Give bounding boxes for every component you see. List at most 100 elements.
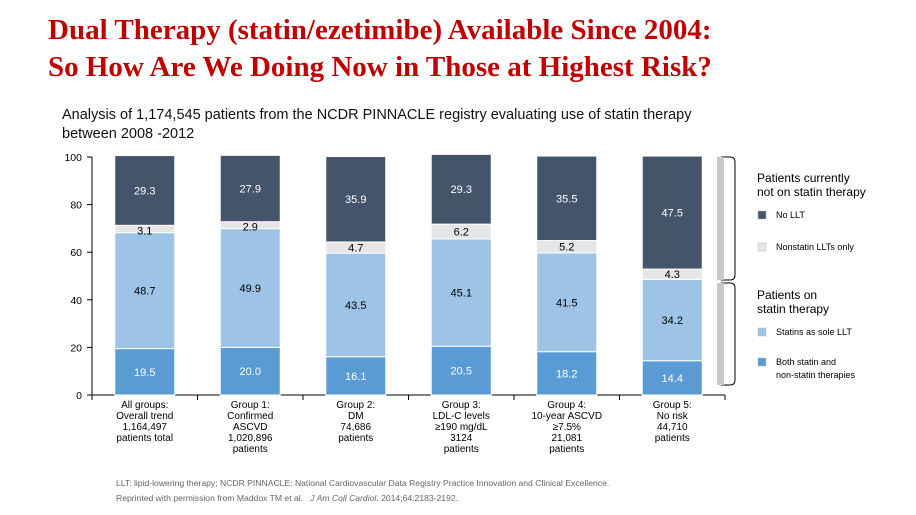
data-label: 34.2 <box>662 315 683 327</box>
footnote-citation-suffix: . 2014;64:2183-2192. <box>376 493 459 503</box>
bar-segment-statin_sole <box>641 278 703 362</box>
data-label: 49.9 <box>240 283 261 295</box>
category-label: patients <box>233 444 268 455</box>
bar-segment-no_llt <box>536 155 598 242</box>
category-label: Group 1: <box>231 400 270 411</box>
category-label: 10-year ASCVD <box>531 411 602 422</box>
bar-segment-both <box>641 360 703 396</box>
footnote-journal: J Am Coll Cardiol <box>310 493 377 503</box>
category-label: All groups: <box>121 400 168 411</box>
category-label: patients <box>338 433 373 444</box>
legend-group-heading: Patients on <box>757 288 817 302</box>
footnote-line-1: LLT: lipid-lowering therapy; NCDR PINNAC… <box>116 478 610 488</box>
legend-label: Nonstatin LLTs only <box>776 242 854 252</box>
category-label: patients total <box>116 433 173 444</box>
category-label: ASCVD <box>233 422 267 433</box>
bar-segment-statin_sole <box>430 238 492 347</box>
data-label: 19.5 <box>134 367 155 379</box>
category-label: Group 2: <box>336 400 375 411</box>
slide-title: Dual Therapy (statin/ezetimibe) Availabl… <box>48 12 908 86</box>
y-tick-label: 40 <box>70 295 82 307</box>
category-label: Group 4: <box>547 400 586 411</box>
bracket-outline <box>721 282 736 386</box>
bar-segment-statin_sole <box>219 228 281 348</box>
data-label: 35.5 <box>556 193 577 205</box>
bar-segment-no_llt <box>114 155 176 226</box>
category-label: Overall trend <box>116 411 173 422</box>
category-label: patients <box>549 444 584 455</box>
bracket-outline <box>721 156 736 281</box>
category-label: Confirmed <box>227 411 273 422</box>
y-tick-label: 80 <box>70 200 82 212</box>
legend-label: No LLT <box>776 210 805 220</box>
data-label: 4.7 <box>348 243 363 255</box>
legend-label: Both statin and <box>776 357 836 367</box>
category-label: 74,686 <box>340 422 371 433</box>
data-label: 27.9 <box>240 184 261 196</box>
bar-segment-statin_sole <box>114 232 176 350</box>
data-label: 14.4 <box>662 373 683 385</box>
bracket-not-on-statin <box>717 157 724 280</box>
legend-swatch-nonstatin_only <box>757 242 767 252</box>
data-label: 16.1 <box>345 371 366 383</box>
bar-segment-both <box>114 348 176 396</box>
category-label: No risk <box>657 411 689 422</box>
data-label: 2.9 <box>243 222 258 234</box>
category-label: Group 3: <box>442 400 481 411</box>
data-label: 4.3 <box>665 269 680 281</box>
y-tick-label: 20 <box>70 342 82 354</box>
footnote: LLT: lipid-lowering therapy; NCDR PINNAC… <box>116 476 816 506</box>
legend-group-heading: Patients currently <box>757 171 850 185</box>
chart-description: Analysis of 1,174,545 patients from the … <box>62 106 822 144</box>
legend-group-heading: not on statin therapy <box>757 185 866 199</box>
category-label: LDL-C levels <box>433 411 490 422</box>
title-line-2: So How Are We Doing Now in Those at High… <box>48 51 712 83</box>
data-label: 35.9 <box>345 194 366 206</box>
title-line-1: Dual Therapy (statin/ezetimibe) Availabl… <box>48 14 712 46</box>
bracket-on-statin <box>717 283 724 385</box>
data-label: 41.5 <box>556 297 577 309</box>
category-label: ≥190 mg/dL <box>435 422 488 433</box>
footnote-citation: Reprinted with permission from Maddox TM… <box>116 493 304 503</box>
data-label: 29.3 <box>451 184 472 196</box>
data-label: 43.5 <box>345 300 366 312</box>
data-label: 18.2 <box>556 368 577 380</box>
y-tick-label: 100 <box>64 152 82 164</box>
y-tick-label: 0 <box>76 390 82 402</box>
data-label: 5.2 <box>559 242 574 254</box>
description-line-1: Analysis of 1,174,545 patients from the … <box>62 107 692 123</box>
data-label: 6.2 <box>454 226 469 238</box>
legend-label: Statins as sole LLT <box>776 327 852 337</box>
category-label: 1,020,896 <box>228 433 273 444</box>
bar-segment-statin_sole <box>536 252 598 353</box>
data-label: 48.7 <box>134 286 155 298</box>
bar-segment-no_llt <box>430 153 492 225</box>
data-label: 29.3 <box>134 185 155 197</box>
bar-segment-statin_sole <box>325 252 387 358</box>
legend-swatch-no_llt <box>757 210 767 220</box>
category-label: 21,081 <box>551 433 582 444</box>
data-label: 20.5 <box>451 366 472 378</box>
data-label: 45.1 <box>451 288 472 300</box>
bar-segment-both <box>430 345 492 396</box>
bar-segment-no_llt <box>641 155 703 270</box>
legend-group-heading: statin therapy <box>757 302 829 316</box>
data-label: 47.5 <box>662 208 683 220</box>
bar-segment-both <box>536 351 598 396</box>
bar-segment-no_llt <box>325 156 387 243</box>
category-label: patients <box>444 444 479 455</box>
data-label: 20.0 <box>240 366 261 378</box>
footnote-line-2: Reprinted with permission from Maddox TM… <box>116 491 816 506</box>
category-label: 44,710 <box>657 422 688 433</box>
category-label: 1,164,497 <box>123 422 168 433</box>
bar-segment-no_llt <box>219 154 281 223</box>
category-label: 3124 <box>450 433 473 444</box>
legend-swatch-statin_sole <box>757 327 767 337</box>
legend-swatch-both <box>757 357 767 367</box>
category-label: ≥7.5% <box>553 422 581 433</box>
category-label: Group 5: <box>653 400 692 411</box>
data-label: 3.1 <box>137 225 152 237</box>
description-line-2: between 2008 -2012 <box>62 126 195 142</box>
y-tick-label: 60 <box>70 247 82 259</box>
